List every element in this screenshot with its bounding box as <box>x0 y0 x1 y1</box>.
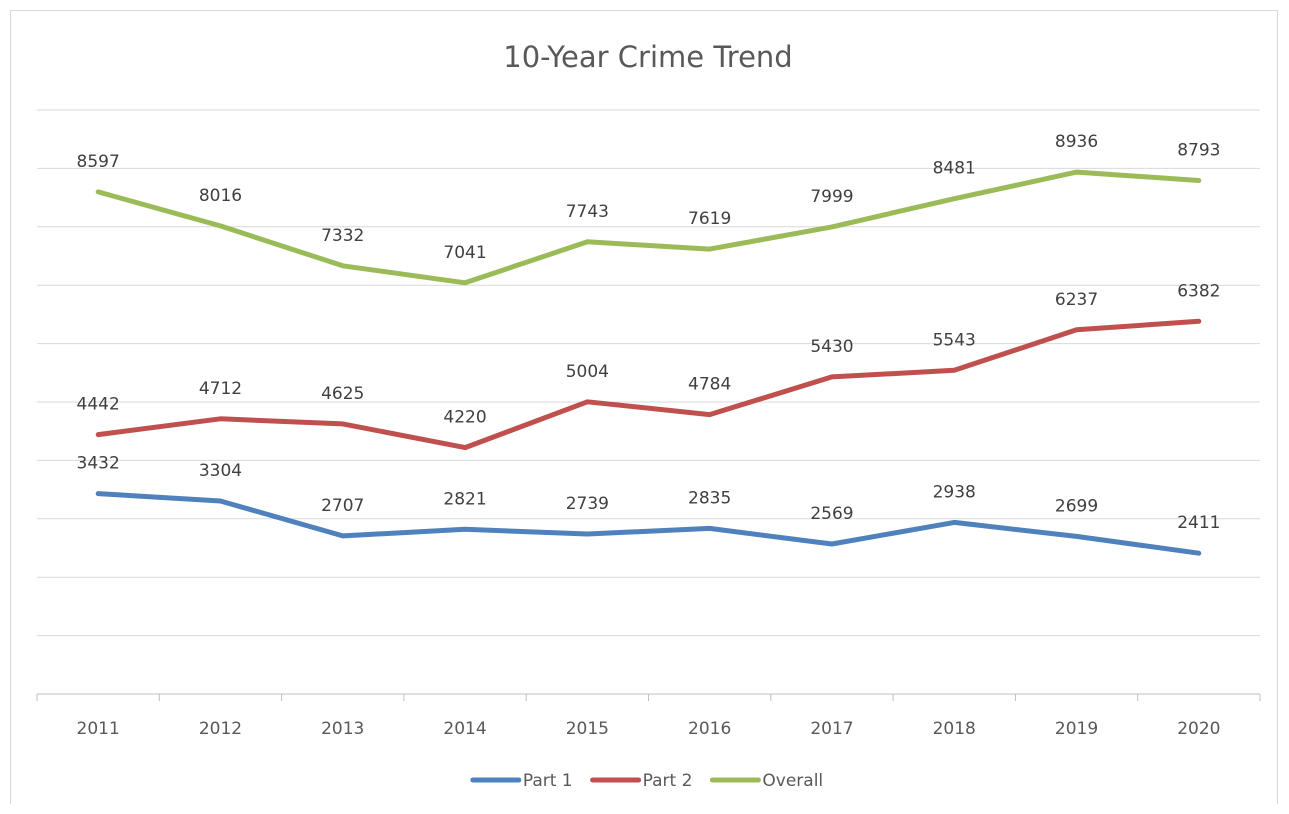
data-label: 2411 <box>1177 513 1220 533</box>
chart-title: 10-Year Crime Trend <box>503 40 792 74</box>
data-label: 5004 <box>566 362 609 382</box>
data-label: 5430 <box>810 337 853 357</box>
x-tick-label: 2012 <box>199 719 242 739</box>
data-label: 8597 <box>77 152 120 172</box>
x-axis: 2011 2012 2013 2014 2015 2016 2017 2018 2019 2020 <box>36 693 1261 739</box>
data-labels: 3432 3304 2707 2821 2739 2835 2569 2938 2699 2411… <box>77 132 1221 533</box>
x-tick-label: 2016 <box>688 719 731 739</box>
data-label: 4442 <box>77 395 120 415</box>
series-line-part-2 <box>95 318 1202 451</box>
legend-item-part-1: Part 1 <box>470 771 573 791</box>
data-label: 4784 <box>688 375 731 395</box>
legend-item-part-2: Part 2 <box>590 771 693 791</box>
data-label: 7041 <box>443 243 486 263</box>
series-line-part-1 <box>95 491 1202 556</box>
data-label: 2699 <box>1055 496 1098 516</box>
data-label: 2835 <box>688 488 731 508</box>
data-label: 2707 <box>321 496 364 516</box>
data-label: 7332 <box>321 226 364 246</box>
x-tick-label: 2020 <box>1177 719 1220 739</box>
data-label: 7619 <box>688 209 731 229</box>
data-label: 2938 <box>933 482 976 502</box>
x-tick-label: 2015 <box>566 719 609 739</box>
data-label: 3432 <box>77 454 120 474</box>
data-label: 3304 <box>199 461 242 481</box>
data-label: 7999 <box>810 187 853 207</box>
data-label: 2569 <box>810 504 853 524</box>
x-tick-label: 2018 <box>933 719 976 739</box>
x-tick-label: 2019 <box>1055 719 1098 739</box>
legend-item-overall: Overall <box>709 771 823 791</box>
data-label: 4712 <box>199 379 242 399</box>
legend-label: Part 1 <box>523 771 573 791</box>
x-tick-label: 2011 <box>77 719 120 739</box>
data-label: 2739 <box>566 494 609 514</box>
series-layer <box>95 169 1202 556</box>
x-tick-label: 2014 <box>443 719 486 739</box>
data-label: 5543 <box>933 330 976 350</box>
legend: Part 1 Part 2 Overall <box>470 771 823 791</box>
legend-label: Overall <box>762 771 823 791</box>
x-tick-label: 2013 <box>321 719 364 739</box>
legend-label: Part 2 <box>643 771 693 791</box>
data-label: 6237 <box>1055 290 1098 310</box>
data-label: 8016 <box>199 186 242 206</box>
data-label: 4625 <box>321 384 364 404</box>
data-label: 8936 <box>1055 132 1098 152</box>
x-tick-label: 2017 <box>810 719 853 739</box>
data-label: 8793 <box>1177 140 1220 160</box>
grid-layer <box>37 109 1260 637</box>
data-label: 4220 <box>443 408 486 428</box>
data-label: 7743 <box>566 202 609 222</box>
chart-frame <box>10 10 1278 804</box>
data-label: 6382 <box>1177 281 1220 301</box>
data-label: 8481 <box>933 159 976 179</box>
data-label: 2821 <box>443 489 486 509</box>
series-line-overall <box>95 169 1202 286</box>
